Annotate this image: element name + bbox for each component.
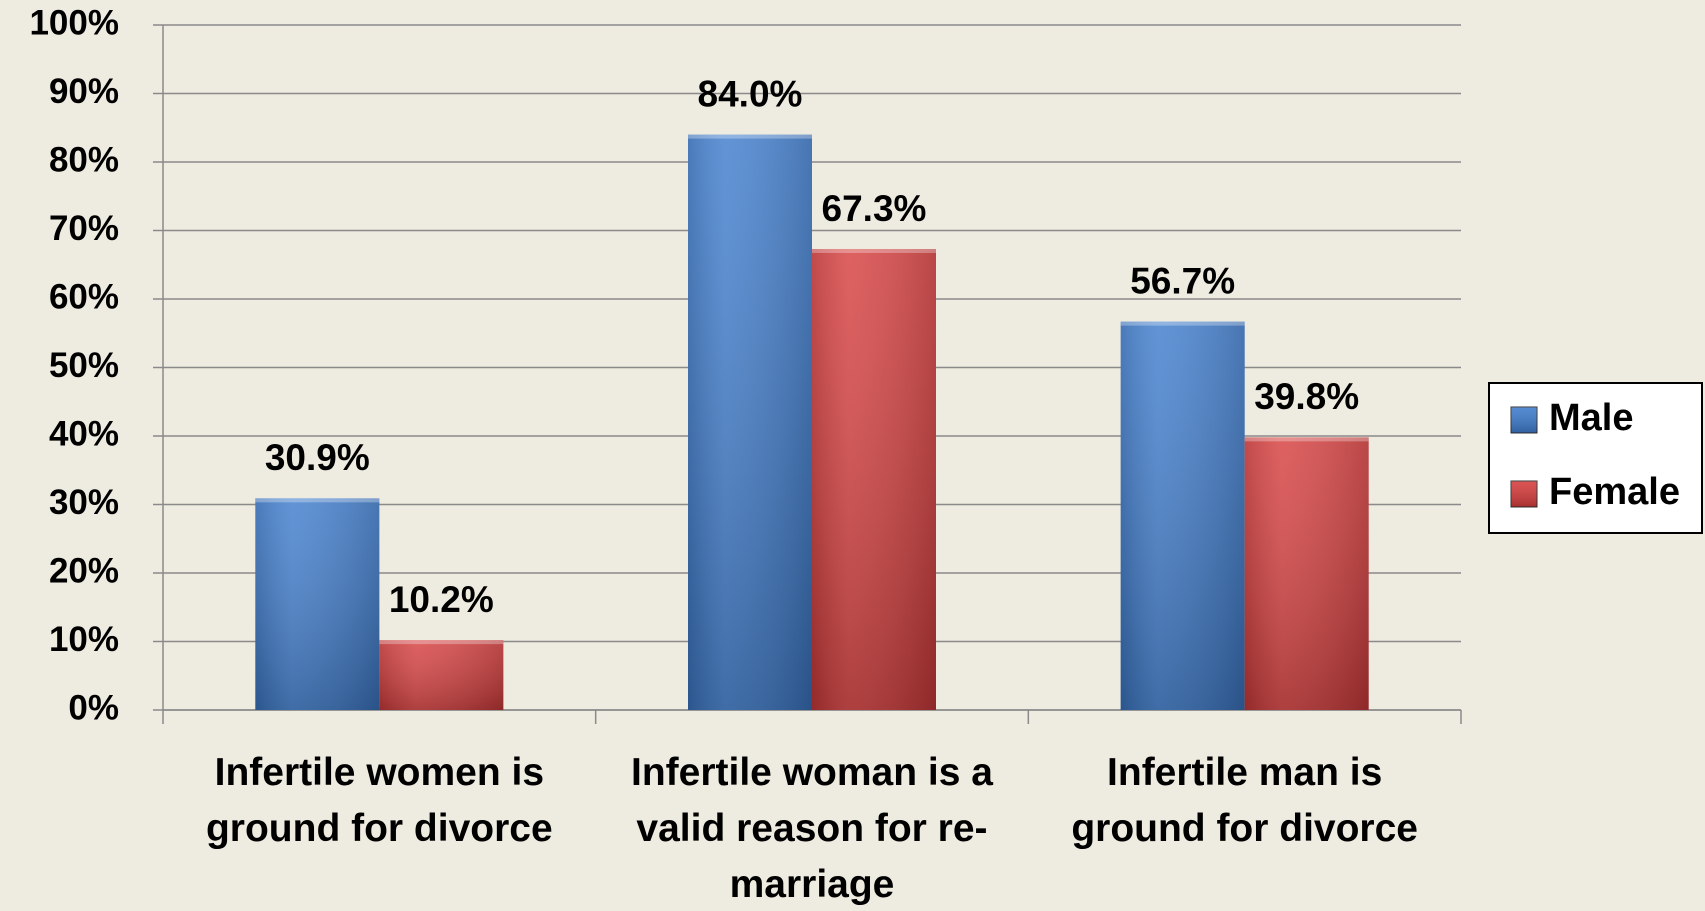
legend-label: Male [1549,397,1633,439]
legend-label: Female [1549,471,1680,513]
x-tick-label: Infertile man is ground for divorce [1071,751,1418,850]
y-tick-label: 70% [49,209,119,248]
bar-top [688,134,812,139]
y-tick-label: 0% [68,688,119,727]
bar-top [255,498,380,503]
y-tick-label: 80% [49,140,119,179]
data-label: 10.2% [389,579,494,620]
bar-shade [255,498,380,710]
bar-shade [1120,321,1245,710]
bar-shade [688,134,812,711]
data-label: 67.3% [822,188,927,229]
y-tick-label: 10% [49,620,119,659]
bar-shade [379,640,504,710]
legend-box [1488,382,1703,534]
bar-top [379,640,504,645]
data-label: 56.7% [1130,260,1235,301]
y-tick-label: 100% [29,3,119,42]
y-tick-label: 30% [49,483,119,522]
y-tick-label: 60% [49,277,119,316]
x-tick-label: Infertile woman is a valid reason for re… [631,751,993,906]
x-tick-label: Infertile women is ground for divorce [205,751,553,850]
y-tick-label: 20% [49,551,119,590]
data-label: 30.9% [265,437,370,478]
y-tick-label: 50% [49,346,119,385]
data-label: 84.0% [698,73,803,114]
legend-swatch-shade [1511,407,1537,433]
bar-shade [812,248,936,710]
bar-top [812,248,936,253]
bar-shade [1244,437,1369,710]
legend-swatch-shade [1511,481,1537,507]
y-tick-label: 40% [49,414,119,453]
y-tick-label: 90% [49,72,119,111]
bar-top [1120,321,1245,326]
bar-top [1244,437,1369,442]
data-label: 39.8% [1254,376,1359,417]
